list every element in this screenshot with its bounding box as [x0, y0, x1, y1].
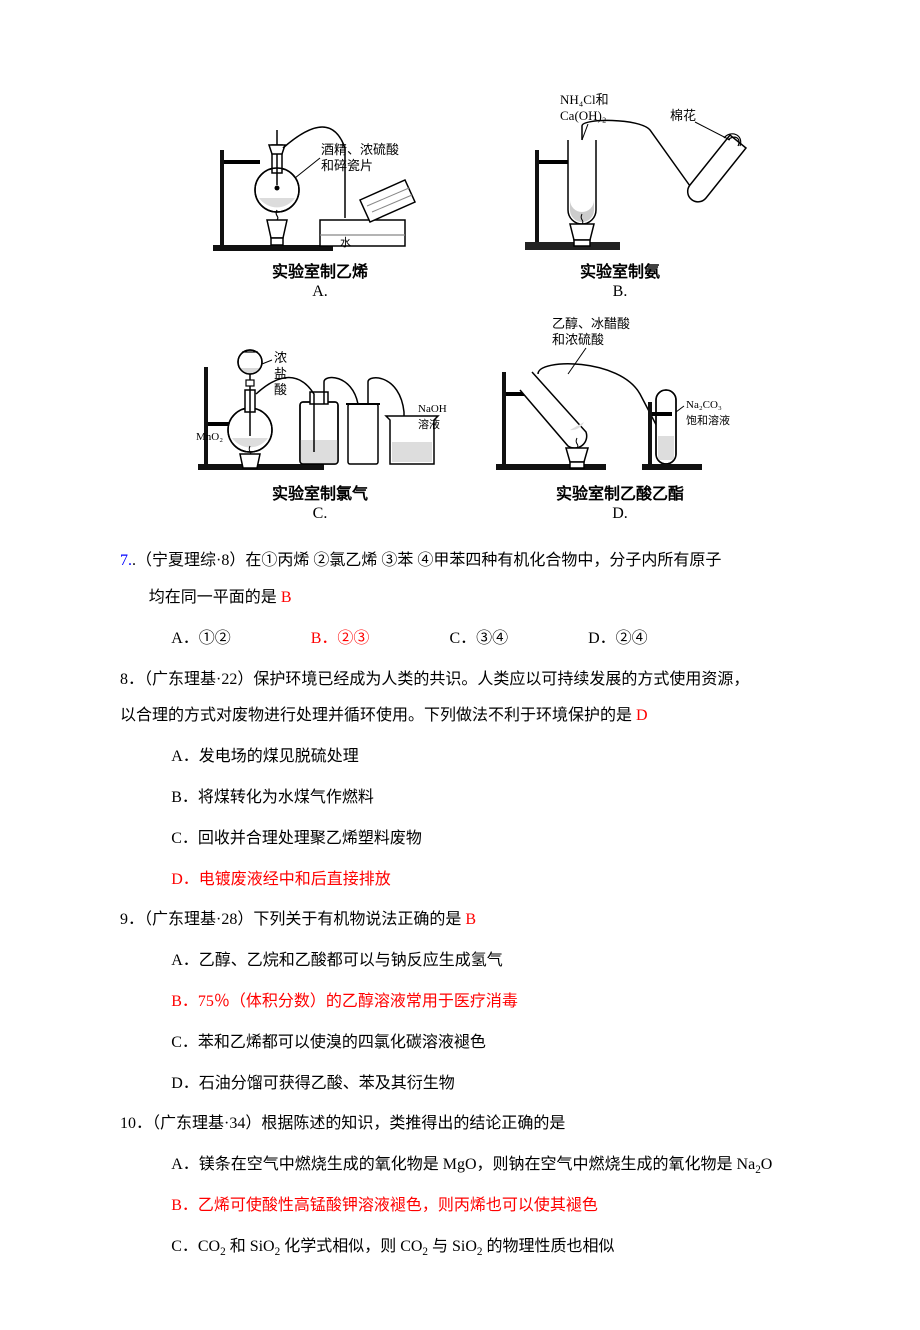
q10-optC: C．CO2 和 SiO2 化学式相似，则 CO2 与 SiO2 的物理性质也相似	[120, 1229, 820, 1266]
q7-num: 7.	[120, 552, 132, 569]
diagram-D-caption: 实验室制乙酸乙酯	[490, 484, 750, 506]
diagram-B-plug: 棉花	[670, 108, 696, 123]
diagram-C-f2: 盐	[274, 366, 287, 381]
diagram-B-caption: 实验室制氨	[490, 262, 750, 284]
diagram-A-reagent2: 和碎瓷片	[321, 158, 373, 173]
diagram-B-top2: Ca(OH)₂	[560, 108, 606, 123]
q9-optC: C．苯和乙烯都可以使溴的四氯化碳溶液褪色	[120, 1025, 820, 1062]
diagram-C: 浓 盐 酸 MnO₂ NaOH 溶液 实验室制氯气 C.	[190, 312, 450, 524]
q9-optA: A．乙醇、乙烷和乙酸都可以与钠反应生成氢气	[120, 943, 820, 980]
q10-stem: 10．（广东理基·34）根据陈述的知识，类推得出的结论正确的是	[120, 1106, 820, 1143]
diagram-D-letter: D.	[490, 504, 750, 523]
diagram-A-water: 水	[340, 236, 351, 249]
q8-optA: A．发电场的煤见脱硫处理	[120, 739, 820, 776]
diagram-A-reagent1: 酒精、浓硫酸	[321, 142, 399, 157]
diagram-A-letter: A.	[190, 282, 450, 301]
diagram-B-top1: NH₄Cl和	[560, 92, 609, 107]
diagram-C-f3: 酸	[274, 382, 287, 397]
q8-line2: 以合理的方式对废物进行处理并循环使用。下列做法不利于环境保护的是 D	[120, 698, 820, 735]
q7-line1: 7..（宁夏理综·8）在①丙烯 ②氯乙烯 ③苯 ④甲苯四种有机化合物中，分子内所…	[120, 543, 820, 580]
q7-optC: C．③④	[449, 621, 508, 658]
diagram-C-flask: MnO₂	[196, 431, 223, 443]
diagram-C-b1: NaOH	[418, 403, 447, 415]
diagram-B: NH₄Cl和 Ca(OH)₂ 棉花 实验室制氨 B.	[490, 90, 750, 302]
q7-options: A．①② B．②③ C．③④ D．②④	[120, 621, 820, 658]
diagram-B-letter: B.	[490, 282, 750, 301]
q9-stem: 9．（广东理基·28）下列关于有机物说法正确的是 B	[120, 902, 820, 939]
diagram-C-f1: 浓	[274, 350, 287, 365]
q8-optB: B．将煤转化为水煤气作燃料	[120, 780, 820, 817]
diagram-C-letter: C.	[190, 504, 450, 523]
diagram-A-caption: 实验室制乙烯	[190, 262, 450, 284]
q7-line2: 均在同一平面的是 B	[120, 580, 820, 617]
q10-optA: A．镁条在空气中燃烧生成的氧化物是 MgO，则钠在空气中燃烧生成的氧化物是 Na…	[120, 1147, 820, 1184]
diagram-C-b2: 溶液	[418, 417, 440, 431]
diagram-D-t1: Na₂CO₃	[686, 399, 722, 411]
diagram-D-r2: 和浓硫酸	[552, 332, 604, 347]
q9-optB: B．75％（体积分数）的乙醇溶液常用于医疗消毒	[120, 984, 820, 1021]
diagram-D-r1: 乙醇、冰醋酸	[552, 316, 630, 331]
diagram-A: 酒精、浓硫酸 和碎瓷片 水 实验室制乙烯 A.	[190, 90, 450, 302]
diagram-D-t2: 饱和溶液	[686, 413, 730, 427]
q7-optA: A．①②	[171, 621, 231, 658]
q7-optD: D．②④	[588, 621, 648, 658]
diagram-D: 乙醇、冰醋酸 和浓硫酸 Na₂CO₃ 饱和溶液 实验室制乙酸乙酯 D.	[490, 312, 750, 524]
q7-optB: B．②③	[311, 621, 370, 658]
diagram-C-caption: 实验室制氯气	[190, 484, 450, 506]
q8-line1: 8．（广东理基·22）保护环境已经成为人类的共识。人类应以可持续发展的方式使用资…	[120, 662, 820, 699]
q8-optC: C．回收并合理处理聚乙烯塑料废物	[120, 821, 820, 858]
q10-optB: B．乙烯可使酸性高锰酸钾溶液褪色，则丙烯也可以使其褪色	[120, 1188, 820, 1225]
q9-optD: D．石油分馏可获得乙酸、苯及其衍生物	[120, 1066, 820, 1103]
diagrams-block: 酒精、浓硫酸 和碎瓷片 水 实验室制乙烯 A.	[190, 90, 750, 523]
q8-optD: D．电镀废液经中和后直接排放	[120, 862, 820, 899]
